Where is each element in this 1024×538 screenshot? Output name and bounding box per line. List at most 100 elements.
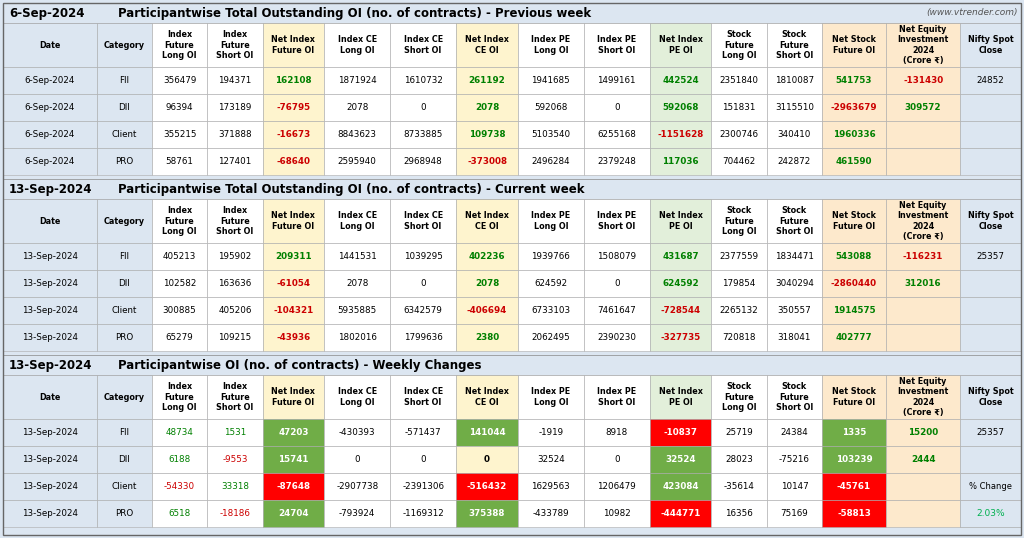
- Text: 350557: 350557: [777, 306, 811, 315]
- Bar: [325, 270, 390, 297]
- Bar: [207, 446, 262, 473]
- Bar: [712, 446, 767, 473]
- Text: 2351840: 2351840: [720, 76, 759, 85]
- Text: 141044: 141044: [469, 428, 505, 437]
- Bar: [152, 297, 207, 324]
- Bar: [3, 270, 96, 297]
- Text: -131430: -131430: [903, 76, 943, 85]
- Bar: [207, 148, 262, 175]
- Text: 194371: 194371: [218, 76, 252, 85]
- Text: Date: Date: [39, 216, 60, 225]
- Bar: [518, 94, 584, 121]
- Bar: [390, 473, 456, 500]
- Bar: [325, 500, 390, 527]
- Text: 13-Sep-2024: 13-Sep-2024: [22, 482, 78, 491]
- Bar: [650, 270, 712, 297]
- Bar: [207, 121, 262, 148]
- Bar: [456, 324, 518, 351]
- Text: 16356: 16356: [725, 509, 753, 518]
- Text: 1508079: 1508079: [597, 252, 636, 261]
- Text: Nifty Spot
Close: Nifty Spot Close: [968, 36, 1014, 55]
- Bar: [886, 297, 961, 324]
- Text: 102582: 102582: [163, 279, 197, 288]
- Bar: [767, 375, 822, 419]
- Text: 25719: 25719: [725, 428, 753, 437]
- Bar: [650, 23, 712, 67]
- Bar: [822, 243, 886, 270]
- Bar: [650, 375, 712, 419]
- Text: 24852: 24852: [977, 76, 1005, 85]
- Bar: [325, 446, 390, 473]
- Text: -373008: -373008: [467, 157, 507, 166]
- Text: -35614: -35614: [724, 482, 755, 491]
- Text: -10837: -10837: [664, 428, 697, 437]
- Text: -9553: -9553: [222, 455, 248, 464]
- Text: -571437: -571437: [404, 428, 441, 437]
- Bar: [207, 270, 262, 297]
- Text: 2380: 2380: [475, 333, 499, 342]
- Text: 0: 0: [421, 455, 426, 464]
- Bar: [886, 324, 961, 351]
- Bar: [886, 148, 961, 175]
- Bar: [767, 419, 822, 446]
- Bar: [584, 94, 650, 121]
- Text: 13-Sep-2024: 13-Sep-2024: [9, 358, 92, 372]
- Bar: [822, 473, 886, 500]
- Text: 32524: 32524: [666, 455, 696, 464]
- Text: Index
Future
Long OI: Index Future Long OI: [162, 30, 197, 60]
- Text: 25357: 25357: [977, 428, 1005, 437]
- Bar: [456, 148, 518, 175]
- Bar: [96, 270, 152, 297]
- Bar: [152, 500, 207, 527]
- Bar: [767, 446, 822, 473]
- Text: 340410: 340410: [778, 130, 811, 139]
- Text: 592068: 592068: [535, 103, 567, 112]
- Bar: [390, 446, 456, 473]
- Text: 2300746: 2300746: [720, 130, 759, 139]
- Text: 2078: 2078: [346, 279, 369, 288]
- Text: 13-Sep-2024: 13-Sep-2024: [22, 428, 78, 437]
- Text: 1531: 1531: [224, 428, 246, 437]
- Text: Net Equity
Investment
2024
(Crore ₹): Net Equity Investment 2024 (Crore ₹): [897, 201, 949, 241]
- Text: 5935885: 5935885: [338, 306, 377, 315]
- Bar: [96, 473, 152, 500]
- Bar: [3, 3, 1021, 23]
- Bar: [262, 297, 325, 324]
- Text: DII: DII: [119, 103, 130, 112]
- Bar: [96, 500, 152, 527]
- Bar: [456, 297, 518, 324]
- Bar: [207, 243, 262, 270]
- Bar: [390, 243, 456, 270]
- Bar: [3, 500, 96, 527]
- Text: Client: Client: [112, 306, 137, 315]
- Bar: [262, 67, 325, 94]
- Bar: [207, 199, 262, 243]
- Bar: [325, 419, 390, 446]
- Text: 13-Sep-2024: 13-Sep-2024: [22, 252, 78, 261]
- Bar: [822, 148, 886, 175]
- Bar: [650, 243, 712, 270]
- Bar: [456, 375, 518, 419]
- Text: Index
Future
Short OI: Index Future Short OI: [216, 30, 254, 60]
- Text: Category: Category: [103, 393, 144, 401]
- Bar: [767, 199, 822, 243]
- Bar: [961, 94, 1021, 121]
- Bar: [390, 67, 456, 94]
- Text: 1810087: 1810087: [775, 76, 814, 85]
- Bar: [712, 199, 767, 243]
- Text: PRO: PRO: [115, 333, 133, 342]
- Text: -76795: -76795: [276, 103, 310, 112]
- Text: 2078: 2078: [475, 279, 499, 288]
- Text: 13-Sep-2024: 13-Sep-2024: [22, 306, 78, 315]
- Bar: [712, 500, 767, 527]
- Bar: [96, 243, 152, 270]
- Bar: [96, 148, 152, 175]
- Text: 25357: 25357: [977, 252, 1005, 261]
- Text: 13-Sep-2024: 13-Sep-2024: [9, 182, 92, 195]
- Bar: [822, 94, 886, 121]
- Bar: [518, 199, 584, 243]
- Text: 0: 0: [354, 455, 360, 464]
- Text: Nifty Spot
Close: Nifty Spot Close: [968, 211, 1014, 231]
- Text: 24704: 24704: [279, 509, 308, 518]
- Bar: [456, 121, 518, 148]
